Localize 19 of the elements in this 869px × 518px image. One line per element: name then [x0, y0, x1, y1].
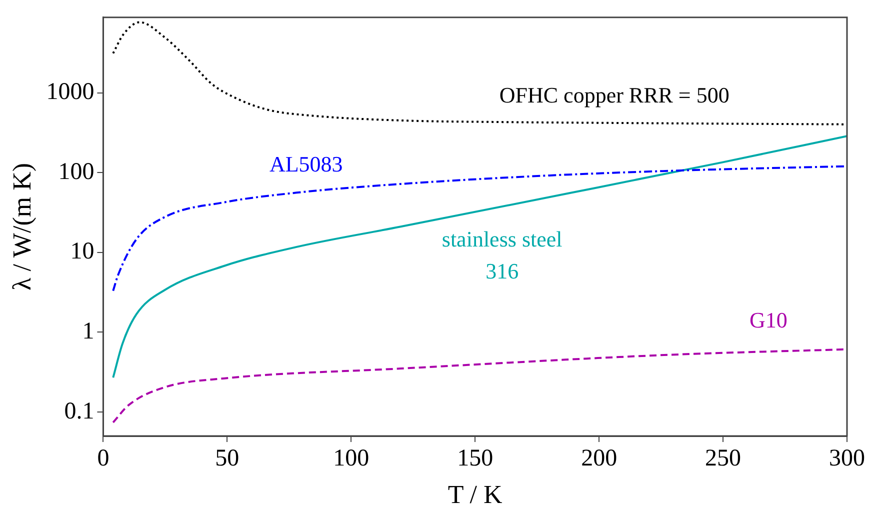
line-series [112, 135, 847, 379]
y-tick-label: 0.1 [64, 398, 94, 424]
y-tick-label: 100 [58, 158, 94, 185]
series-label: OFHC copper RRR = 500 [499, 82, 730, 108]
x-axis-title: T / K [448, 480, 503, 510]
x-tick-label: 50 [215, 446, 240, 472]
y-axis-title: λ / W/(m K) [7, 162, 36, 290]
y-tick-label: 1000 [46, 79, 94, 106]
series-label: stainless steel 316 [442, 226, 562, 284]
x-tick-label: 150 [457, 446, 494, 472]
x-tick-label: 250 [705, 446, 742, 472]
x-tick-label: 100 [333, 446, 370, 472]
x-tick-label: 200 [581, 446, 618, 472]
x-tick-label: 0 [97, 446, 110, 472]
series-label: AL5083 [269, 152, 343, 177]
series-label: G10 [750, 308, 788, 333]
x-tick-label: 300 [829, 446, 865, 472]
y-tick-label: 10 [70, 238, 94, 265]
y-tick-label: 1 [82, 318, 94, 344]
